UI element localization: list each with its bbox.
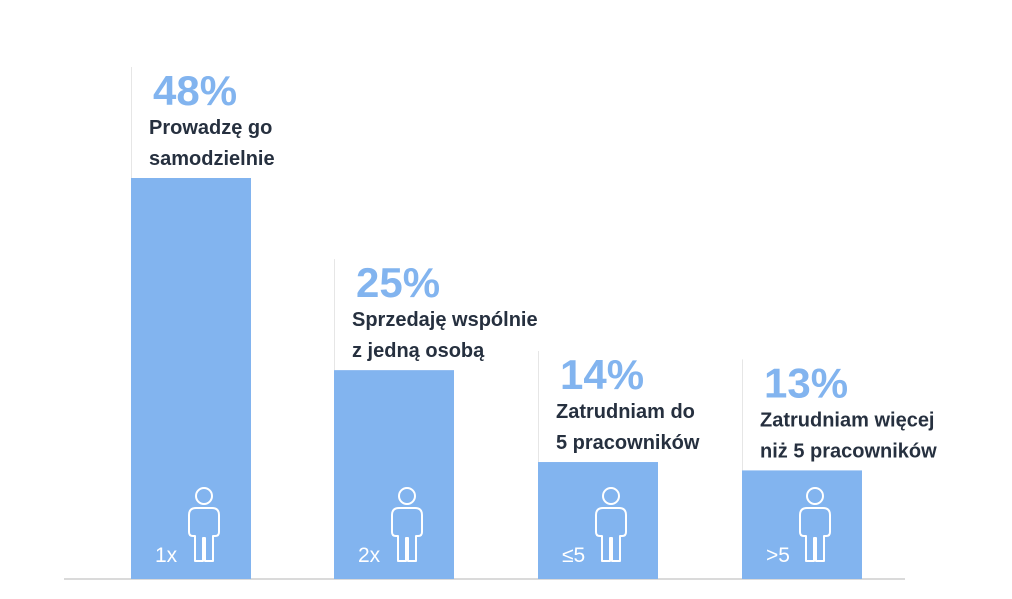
bar-value-label: 14% [560, 351, 644, 398]
category-label-line: 5 pracowników [556, 432, 700, 454]
category-label-line: Prowadzę go [149, 117, 272, 139]
bar-group: 25% Sprzedaję wspólnie z jedną osobą 2x [334, 259, 538, 579]
bars-layer: 48% Prowadzę go samodzielnie 1x 25% Sprzedaję… [131, 67, 937, 579]
person-icon [391, 487, 423, 562]
bar-group: 48% Prowadzę go samodzielnie 1x [131, 67, 275, 579]
bar [538, 462, 658, 579]
bar-count-label: 1x [155, 544, 178, 567]
category-label-line: Sprzedaję wspólnie [352, 309, 538, 331]
category-label-line: samodzielnie [149, 148, 275, 170]
person-icon [799, 487, 831, 562]
bar [742, 470, 862, 579]
bar-group: 13% Zatrudniam więcej niż 5 pracowników >5 [742, 359, 937, 579]
category-label-line: niż 5 pracowników [760, 440, 937, 462]
category-label-line: Zatrudniam do [556, 401, 695, 423]
bar-count-label: 2x [358, 544, 381, 567]
bar-group: 14% Zatrudniam do 5 pracowników ≤5 [538, 351, 700, 579]
bar-value-label: 13% [764, 359, 848, 406]
bar [334, 370, 454, 579]
category-label-line: Zatrudniam więcej [760, 409, 935, 431]
bar-value-label: 25% [356, 259, 440, 306]
category-label-line: z jedną osobą [352, 340, 485, 362]
bar-count-label: >5 [766, 544, 790, 567]
bar-value-label: 48% [153, 67, 237, 114]
bar [131, 178, 251, 579]
person-icon [188, 487, 220, 562]
bar-count-label: ≤5 [562, 544, 585, 567]
person-icon [595, 487, 627, 562]
